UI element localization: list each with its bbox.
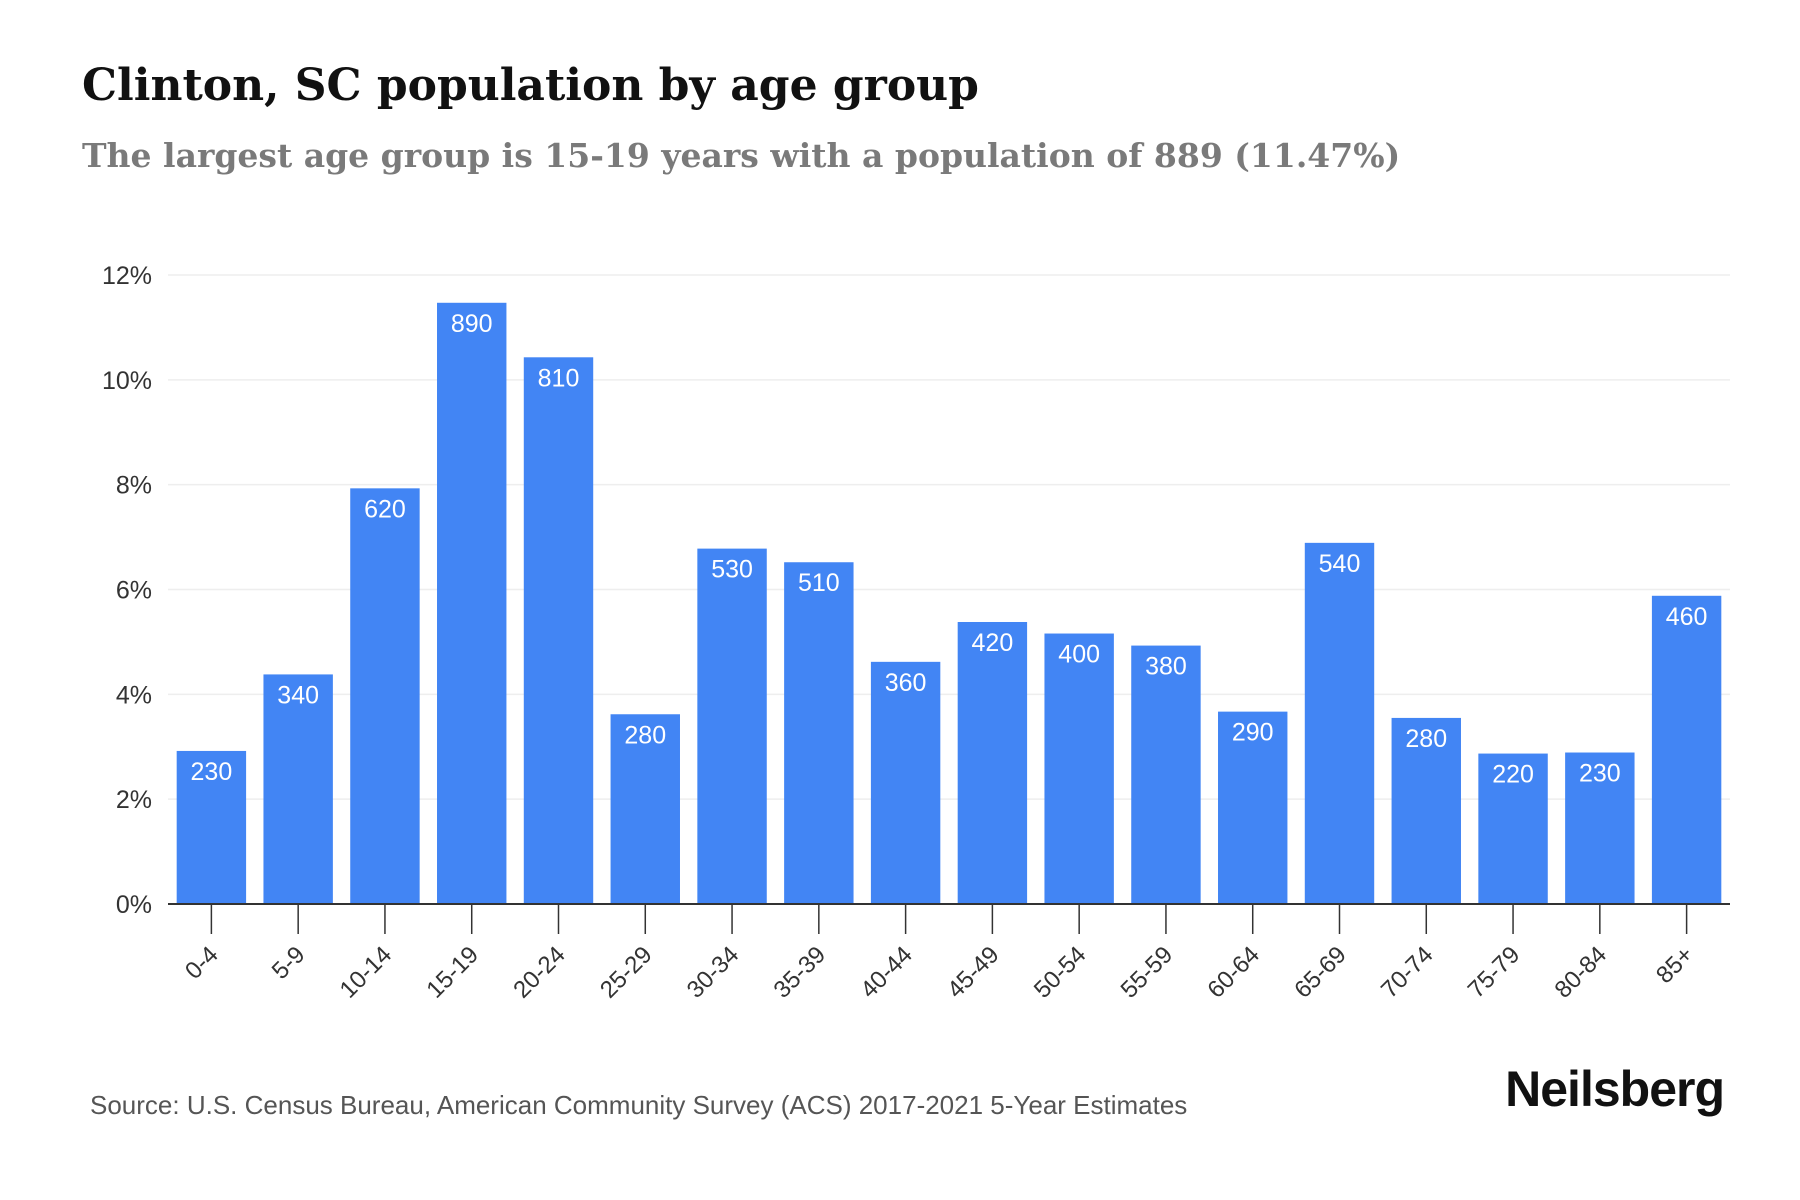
bar bbox=[697, 548, 767, 904]
bar-value-label: 510 bbox=[798, 569, 840, 597]
x-tick-label: 55-59 bbox=[1116, 941, 1179, 1004]
x-tick-label: 25-29 bbox=[595, 941, 658, 1004]
bar bbox=[610, 714, 680, 904]
bar bbox=[1565, 752, 1635, 904]
bar-value-label: 290 bbox=[1232, 719, 1274, 747]
x-tick-label: 75-79 bbox=[1463, 941, 1526, 1004]
bar-value-label: 460 bbox=[1666, 603, 1708, 631]
bar-value-label: 400 bbox=[1058, 641, 1100, 669]
x-tick-label: 60-64 bbox=[1202, 941, 1265, 1004]
chart-subtitle: The largest age group is 15-19 years wit… bbox=[82, 136, 1401, 175]
bar-value-label: 420 bbox=[972, 629, 1014, 657]
bar bbox=[1044, 633, 1114, 904]
brand-logo: Neilsberg bbox=[1505, 1061, 1725, 1117]
source-note: Source: U.S. Census Bureau, American Com… bbox=[90, 1090, 1188, 1120]
bar bbox=[1391, 717, 1461, 904]
bar bbox=[176, 750, 247, 904]
bar bbox=[350, 488, 420, 904]
y-tick-label: 6% bbox=[116, 577, 152, 605]
bar-chart: 0% 2% 4% 6% 8% 10% 12% 230 0-4 340 5-9 620 10-14 890 1… bbox=[102, 262, 1730, 1004]
x-tick-label: 85+ bbox=[1651, 941, 1699, 989]
bar bbox=[437, 302, 507, 904]
bar bbox=[1131, 645, 1201, 904]
bar-value-label: 280 bbox=[1405, 725, 1447, 753]
bar bbox=[957, 621, 1028, 904]
x-tick-label: 45-49 bbox=[942, 941, 1005, 1004]
bar-value-label: 220 bbox=[1492, 761, 1534, 789]
bar bbox=[784, 562, 854, 904]
x-tick-label: 15-19 bbox=[421, 941, 484, 1004]
x-tick-label: 40-44 bbox=[855, 941, 918, 1004]
y-tick-label: 2% bbox=[116, 786, 152, 814]
y-tick-label: 8% bbox=[116, 472, 152, 500]
x-tick-label: 0-4 bbox=[180, 941, 224, 985]
bar-value-label: 280 bbox=[624, 721, 666, 749]
bar bbox=[1218, 711, 1288, 904]
bar bbox=[1651, 595, 1722, 904]
y-tick-label: 10% bbox=[102, 367, 152, 395]
bar-value-label: 890 bbox=[451, 310, 493, 338]
bar-value-label: 620 bbox=[364, 495, 406, 523]
x-tick-label: 5-9 bbox=[267, 941, 311, 985]
bar-value-label: 810 bbox=[538, 364, 580, 392]
bar bbox=[523, 357, 594, 904]
x-tick-label: 65-69 bbox=[1289, 941, 1352, 1004]
bar bbox=[263, 674, 333, 904]
bar-value-label: 540 bbox=[1319, 550, 1361, 578]
bar-value-label: 230 bbox=[1579, 760, 1621, 788]
x-tick-label: 10-14 bbox=[335, 941, 398, 1004]
x-tick-label: 20-24 bbox=[508, 941, 571, 1004]
y-tick-label: 0% bbox=[116, 891, 152, 919]
bar bbox=[1304, 542, 1375, 904]
x-tick-label: 80-84 bbox=[1550, 941, 1613, 1004]
y-tick-label: 12% bbox=[102, 262, 152, 290]
bar-value-label: 530 bbox=[711, 556, 753, 584]
bar-value-label: 230 bbox=[191, 758, 233, 786]
bar bbox=[1478, 753, 1548, 904]
bar-value-label: 340 bbox=[277, 681, 319, 709]
y-tick-label: 4% bbox=[116, 681, 152, 709]
bar-value-label: 380 bbox=[1145, 653, 1187, 681]
x-tick-label: 50-54 bbox=[1029, 941, 1092, 1004]
bar bbox=[870, 661, 941, 904]
chart-title: Clinton, SC population by age group bbox=[82, 60, 979, 111]
bar-value-label: 360 bbox=[885, 669, 927, 697]
x-tick-label: 30-34 bbox=[682, 941, 745, 1004]
x-tick-label: 70-74 bbox=[1376, 941, 1439, 1004]
x-tick-label: 35-39 bbox=[769, 941, 832, 1004]
